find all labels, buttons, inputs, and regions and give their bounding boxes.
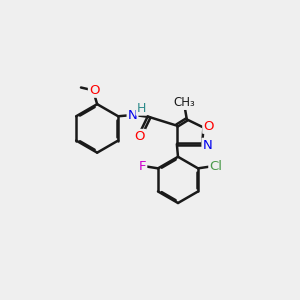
Text: O: O — [203, 120, 214, 133]
Text: F: F — [139, 160, 146, 173]
Text: O: O — [89, 84, 99, 97]
Text: Cl: Cl — [209, 160, 222, 173]
Text: N: N — [128, 109, 137, 122]
Text: N: N — [202, 139, 212, 152]
Text: CH₃: CH₃ — [174, 96, 195, 109]
Text: H: H — [136, 102, 146, 115]
Text: O: O — [135, 130, 145, 143]
